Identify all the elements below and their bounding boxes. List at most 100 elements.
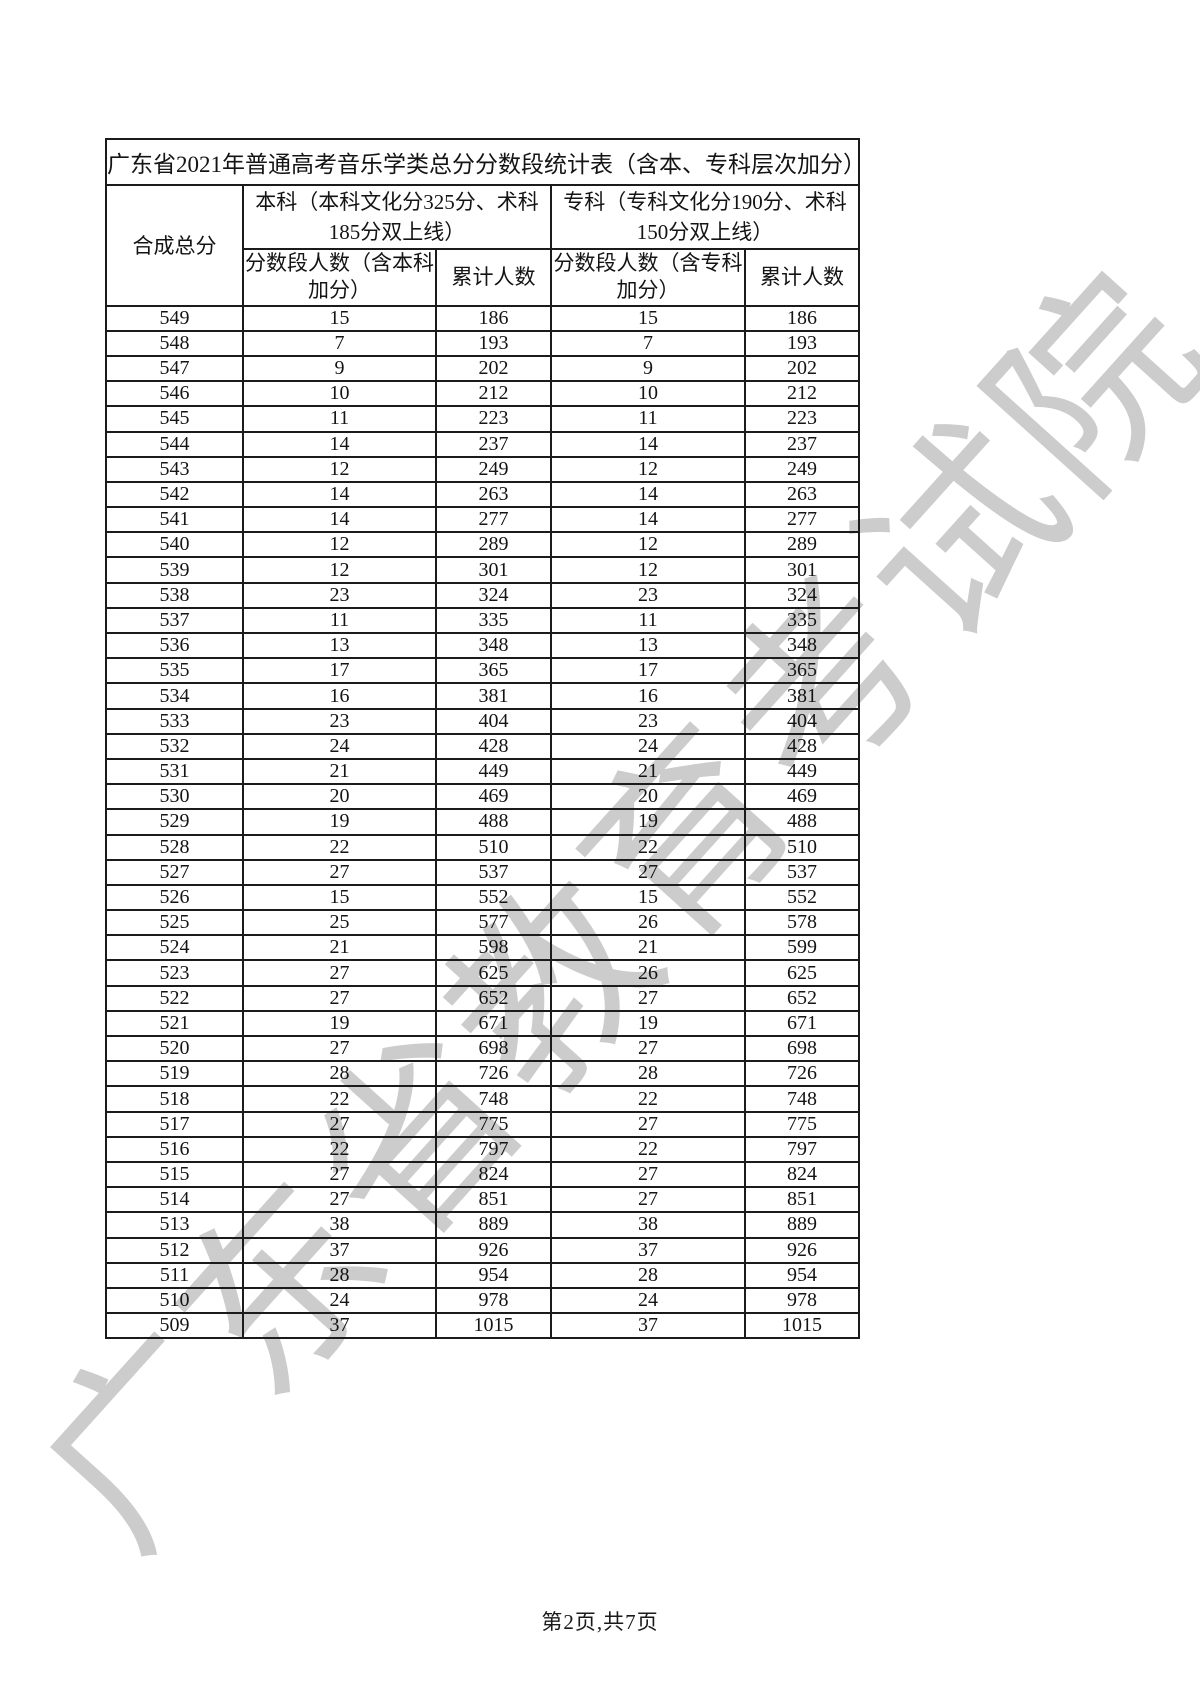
cell-benke-cumulative: 775 <box>435 1110 552 1138</box>
cell-benke-segment-count: 37 <box>242 1236 437 1264</box>
cell-benke-cumulative: 223 <box>435 405 552 433</box>
cell-benke-cumulative: 469 <box>435 783 552 811</box>
title-row: 广东省2021年普通高考音乐学类总分分数段统计表（含本、专科层次加分） <box>104 138 861 186</box>
table-row: 525 25 577 26 578 <box>105 909 861 937</box>
cell-benke-segment-count: 7 <box>242 329 437 357</box>
cell-zhuanke-segment-count: 11 <box>550 606 746 635</box>
cell-zhuanke-cumulative: 978 <box>743 1286 861 1315</box>
cell-benke-cumulative: 263 <box>435 480 552 509</box>
cell-zhuanke-segment-count: 27 <box>550 858 746 886</box>
cell-composite-score: 528 <box>105 833 244 861</box>
cell-benke-segment-count: 13 <box>242 632 437 660</box>
cell-benke-cumulative: 301 <box>435 556 552 584</box>
table-row: 536 13 348 13 348 <box>105 632 861 660</box>
cell-benke-segment-count: 12 <box>242 455 437 483</box>
cell-composite-score: 538 <box>105 581 244 609</box>
cell-benke-segment-count: 22 <box>242 833 437 861</box>
cell-benke-cumulative: 428 <box>435 732 552 760</box>
cell-zhuanke-cumulative: 510 <box>743 833 861 861</box>
cell-composite-score: 526 <box>105 883 244 912</box>
cell-benke-cumulative: 577 <box>435 909 552 937</box>
table-row: 541 14 277 14 277 <box>105 506 861 534</box>
cell-zhuanke-cumulative: 652 <box>743 984 861 1012</box>
cell-zhuanke-cumulative: 186 <box>743 304 861 332</box>
table-row: 546 10 212 10 212 <box>105 380 861 408</box>
cell-benke-segment-count: 12 <box>242 556 437 584</box>
cell-benke-segment-count: 12 <box>242 531 437 559</box>
cell-benke-segment-count: 38 <box>242 1211 437 1239</box>
table-row: 514 27 851 27 851 <box>105 1186 861 1214</box>
cell-benke-cumulative: 381 <box>435 682 552 710</box>
cell-benke-cumulative: 824 <box>435 1160 552 1189</box>
cell-zhuanke-segment-count: 12 <box>550 531 746 559</box>
cell-zhuanke-segment-count: 9 <box>550 354 746 383</box>
cell-zhuanke-cumulative: 926 <box>743 1236 861 1264</box>
cell-zhuanke-cumulative: 404 <box>743 707 861 735</box>
cell-zhuanke-segment-count: 37 <box>550 1236 746 1264</box>
table-row: 511 28 954 28 954 <box>105 1261 861 1289</box>
cell-benke-cumulative: 851 <box>435 1186 552 1214</box>
table-row: 510 24 978 24 978 <box>105 1286 861 1315</box>
cell-zhuanke-cumulative: 797 <box>743 1135 861 1163</box>
cell-zhuanke-segment-count: 27 <box>550 1160 746 1189</box>
cell-composite-score: 511 <box>105 1261 244 1289</box>
table-row: 509 37 1015 37 1015 <box>105 1312 861 1340</box>
cell-benke-cumulative: 277 <box>435 506 552 534</box>
table-row: 549 15 186 15 186 <box>105 304 861 332</box>
cell-zhuanke-segment-count: 21 <box>550 757 746 786</box>
cell-composite-score: 509 <box>105 1312 244 1340</box>
cell-zhuanke-segment-count: 23 <box>550 707 746 735</box>
cell-zhuanke-segment-count: 12 <box>550 556 746 584</box>
table-row: 520 27 698 27 698 <box>105 1035 861 1063</box>
cell-composite-score: 516 <box>105 1135 244 1163</box>
header-zhuanke-segment-count: 分数段人数（含专科加分） <box>550 248 746 307</box>
cell-composite-score: 531 <box>105 757 244 786</box>
cell-zhuanke-segment-count: 15 <box>550 304 746 332</box>
cell-composite-score: 525 <box>105 909 244 937</box>
cell-benke-segment-count: 11 <box>242 606 437 635</box>
cell-benke-segment-count: 22 <box>242 1135 437 1163</box>
cell-benke-segment-count: 28 <box>242 1261 437 1289</box>
table-row: 535 17 365 17 365 <box>105 657 861 685</box>
cell-zhuanke-segment-count: 26 <box>550 909 746 937</box>
cell-zhuanke-cumulative: 552 <box>743 883 861 912</box>
table-row: 537 11 335 11 335 <box>105 606 861 635</box>
cell-zhuanke-segment-count: 22 <box>550 1085 746 1113</box>
table-row: 531 21 449 21 449 <box>105 757 861 786</box>
cell-zhuanke-segment-count: 27 <box>550 984 746 1012</box>
cell-composite-score: 548 <box>105 329 244 357</box>
cell-composite-score: 515 <box>105 1160 244 1189</box>
cell-benke-segment-count: 16 <box>242 682 437 710</box>
cell-zhuanke-segment-count: 15 <box>550 883 746 912</box>
cell-composite-score: 529 <box>105 808 244 836</box>
score-distribution-table: 广东省2021年普通高考音乐学类总分分数段统计表（含本、专科层次加分） 合成总分… <box>104 138 861 1340</box>
cell-benke-cumulative: 625 <box>435 959 552 987</box>
cell-benke-cumulative: 671 <box>435 1009 552 1038</box>
cell-zhuanke-segment-count: 24 <box>550 732 746 760</box>
cell-zhuanke-segment-count: 22 <box>550 833 746 861</box>
cell-zhuanke-segment-count: 23 <box>550 581 746 609</box>
cell-composite-score: 546 <box>105 380 244 408</box>
cell-zhuanke-cumulative: 748 <box>743 1085 861 1113</box>
cell-benke-cumulative: 193 <box>435 329 552 357</box>
cell-zhuanke-segment-count: 12 <box>550 455 746 483</box>
cell-zhuanke-cumulative: 381 <box>743 682 861 710</box>
cell-benke-segment-count: 25 <box>242 909 437 937</box>
table-row: 526 15 552 15 552 <box>105 883 861 912</box>
cell-zhuanke-segment-count: 13 <box>550 632 746 660</box>
cell-benke-cumulative: 926 <box>435 1236 552 1264</box>
table-row: 522 27 652 27 652 <box>105 984 861 1012</box>
table-row: 518 22 748 22 748 <box>105 1085 861 1113</box>
table-row: 529 19 488 19 488 <box>105 808 861 836</box>
cell-composite-score: 513 <box>105 1211 244 1239</box>
cell-benke-segment-count: 27 <box>242 1186 437 1214</box>
cell-benke-segment-count: 19 <box>242 1009 437 1038</box>
cell-composite-score: 544 <box>105 430 244 458</box>
cell-benke-cumulative: 348 <box>435 632 552 660</box>
cell-benke-segment-count: 9 <box>242 354 437 383</box>
cell-zhuanke-cumulative: 488 <box>743 808 861 836</box>
cell-benke-segment-count: 37 <box>242 1312 437 1340</box>
cell-zhuanke-segment-count: 28 <box>550 1261 746 1289</box>
table-row: 533 23 404 23 404 <box>105 707 861 735</box>
